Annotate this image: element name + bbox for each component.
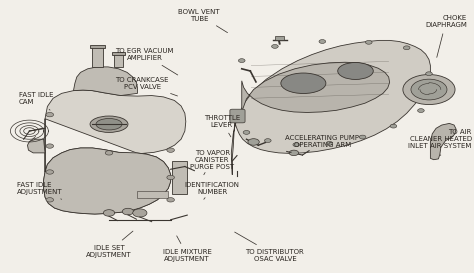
Circle shape bbox=[103, 210, 115, 216]
Polygon shape bbox=[44, 119, 171, 214]
Text: TO EGR VACUUM
AMPLIFIER: TO EGR VACUUM AMPLIFIER bbox=[115, 48, 178, 75]
Circle shape bbox=[46, 170, 54, 174]
Circle shape bbox=[326, 141, 333, 145]
Circle shape bbox=[46, 198, 54, 202]
Text: CHOKE
DIAPHRAGM: CHOKE DIAPHRAGM bbox=[425, 15, 467, 57]
Text: THROTTLE
LEVER: THROTTLE LEVER bbox=[204, 115, 240, 137]
Text: TO DISTRIBUTOR
OSAC VALVE: TO DISTRIBUTOR OSAC VALVE bbox=[235, 232, 304, 262]
Bar bbox=[90, 45, 105, 48]
Circle shape bbox=[411, 79, 447, 100]
Polygon shape bbox=[231, 40, 430, 175]
Bar bbox=[172, 161, 187, 194]
Circle shape bbox=[238, 59, 245, 63]
Text: IDLE MIXTURE
ADJUSTMENT: IDLE MIXTURE ADJUSTMENT bbox=[163, 236, 212, 262]
Polygon shape bbox=[44, 90, 186, 214]
Polygon shape bbox=[242, 62, 390, 120]
Text: ACCELERATING PUMP
OPERATING ARM: ACCELERATING PUMP OPERATING ARM bbox=[285, 135, 359, 153]
Circle shape bbox=[133, 209, 147, 217]
Circle shape bbox=[46, 144, 54, 148]
Text: BOWL VENT
TUBE: BOWL VENT TUBE bbox=[178, 8, 228, 33]
Circle shape bbox=[122, 208, 134, 215]
Circle shape bbox=[167, 198, 174, 202]
Circle shape bbox=[105, 151, 113, 155]
Text: FAST IDLE
CAM: FAST IDLE CAM bbox=[19, 92, 54, 110]
Circle shape bbox=[272, 44, 278, 48]
Ellipse shape bbox=[90, 116, 128, 132]
Bar bbox=[92, 46, 103, 67]
Circle shape bbox=[264, 139, 271, 143]
Circle shape bbox=[293, 143, 300, 147]
Circle shape bbox=[167, 175, 174, 180]
Circle shape bbox=[390, 124, 397, 128]
Text: TO VAPOR
CANISTER
PURGE POST: TO VAPOR CANISTER PURGE POST bbox=[190, 150, 235, 175]
Polygon shape bbox=[27, 139, 45, 153]
Ellipse shape bbox=[281, 73, 326, 94]
Polygon shape bbox=[430, 123, 456, 160]
Circle shape bbox=[248, 139, 259, 145]
Text: IDENTIFICATION
NUMBER: IDENTIFICATION NUMBER bbox=[185, 182, 240, 199]
FancyBboxPatch shape bbox=[230, 109, 245, 123]
Text: TO AIR
CLEANER HEATED
INLET AIR SYSTEM: TO AIR CLEANER HEATED INLET AIR SYSTEM bbox=[408, 129, 472, 156]
Circle shape bbox=[167, 148, 174, 152]
Ellipse shape bbox=[337, 63, 373, 79]
Circle shape bbox=[426, 72, 432, 76]
Text: FAST IDLE
ADJUSTMENT: FAST IDLE ADJUSTMENT bbox=[17, 182, 62, 199]
Bar bbox=[275, 36, 284, 40]
Circle shape bbox=[418, 109, 424, 112]
Circle shape bbox=[46, 112, 54, 117]
Ellipse shape bbox=[96, 118, 122, 130]
Circle shape bbox=[319, 40, 326, 43]
Text: TO CRANKCASE
PCV VALVE: TO CRANKCASE PCV VALVE bbox=[116, 77, 177, 96]
Circle shape bbox=[289, 150, 299, 156]
Circle shape bbox=[365, 40, 372, 44]
Circle shape bbox=[403, 75, 455, 105]
Bar bbox=[137, 191, 168, 198]
Polygon shape bbox=[73, 67, 137, 96]
Circle shape bbox=[403, 46, 410, 50]
Circle shape bbox=[359, 135, 366, 139]
Text: IDLE SET
ADJUSTMENT: IDLE SET ADJUSTMENT bbox=[86, 231, 133, 258]
Bar bbox=[114, 53, 123, 67]
Circle shape bbox=[243, 130, 250, 134]
Bar bbox=[112, 52, 125, 55]
